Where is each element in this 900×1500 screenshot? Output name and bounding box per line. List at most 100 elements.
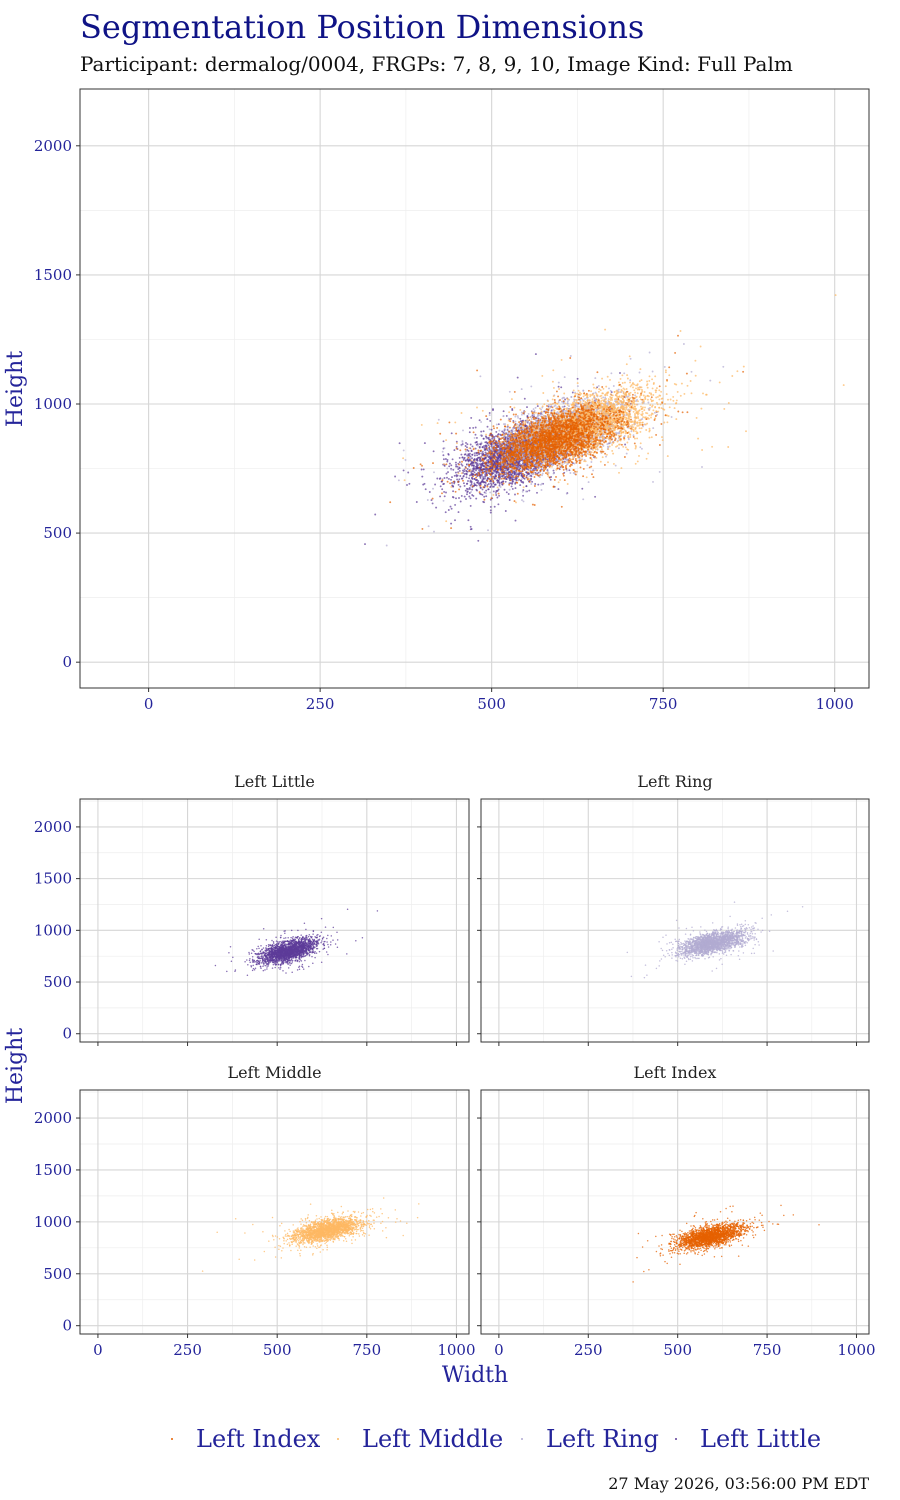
point — [489, 475, 492, 478]
point — [460, 444, 463, 447]
point — [498, 456, 501, 459]
point — [483, 501, 486, 504]
point — [470, 483, 473, 486]
point — [445, 472, 448, 475]
point — [394, 475, 397, 478]
point — [486, 425, 489, 428]
point — [565, 469, 568, 472]
point — [456, 478, 459, 481]
point — [472, 470, 475, 473]
point — [509, 477, 512, 480]
point — [486, 476, 489, 479]
point — [510, 485, 513, 488]
point — [483, 447, 486, 449]
chart-subtitle: Participant: dermalog/0004, FRGPs: 7, 8,… — [80, 52, 793, 76]
point — [489, 505, 492, 508]
point — [576, 377, 579, 380]
point — [523, 397, 526, 400]
point — [517, 467, 520, 470]
point — [470, 528, 473, 530]
point — [506, 437, 509, 440]
point — [480, 465, 483, 468]
point — [442, 499, 445, 502]
point — [541, 413, 544, 416]
point — [488, 463, 490, 466]
point — [473, 477, 476, 480]
point — [474, 447, 477, 450]
point — [619, 403, 622, 406]
point — [449, 505, 452, 508]
point — [560, 386, 563, 389]
point — [478, 492, 481, 495]
point — [447, 509, 450, 511]
point — [461, 456, 464, 459]
point — [534, 464, 537, 467]
point — [447, 477, 450, 480]
point — [484, 448, 487, 451]
point — [564, 458, 567, 461]
point — [502, 431, 505, 434]
point — [469, 497, 472, 500]
point — [475, 488, 478, 491]
point — [479, 469, 482, 472]
point — [461, 440, 464, 442]
point — [522, 489, 525, 492]
point — [494, 475, 497, 478]
point — [402, 469, 405, 472]
point — [525, 474, 528, 477]
point — [474, 461, 477, 464]
point — [468, 495, 471, 498]
point — [549, 406, 552, 409]
point — [581, 487, 584, 490]
point — [520, 478, 523, 481]
point — [476, 481, 478, 484]
point — [538, 476, 541, 479]
point — [475, 465, 478, 468]
point — [532, 467, 535, 470]
point — [479, 477, 482, 479]
point — [486, 464, 489, 467]
point — [485, 437, 488, 440]
point — [476, 459, 479, 462]
point — [516, 415, 519, 418]
point — [432, 450, 435, 453]
point — [473, 482, 476, 485]
point — [431, 502, 434, 505]
point — [527, 412, 530, 415]
point — [537, 483, 540, 486]
point — [505, 478, 508, 481]
point — [701, 466, 703, 468]
point — [619, 372, 621, 374]
point — [519, 479, 522, 482]
point — [455, 465, 458, 468]
point — [582, 498, 585, 501]
point — [670, 416, 673, 418]
point — [493, 471, 496, 474]
point — [638, 371, 641, 374]
point — [481, 446, 484, 448]
point — [502, 410, 505, 413]
point — [563, 396, 566, 399]
point — [471, 445, 474, 448]
point — [385, 544, 388, 547]
point — [498, 429, 501, 432]
point — [445, 491, 447, 494]
point — [536, 491, 538, 494]
point — [448, 462, 451, 465]
point — [492, 409, 494, 412]
point — [482, 437, 485, 440]
point — [472, 467, 475, 470]
point — [415, 501, 418, 503]
point — [451, 481, 453, 484]
point — [459, 500, 462, 503]
point — [522, 481, 525, 484]
point — [508, 499, 511, 501]
point — [530, 483, 533, 485]
point — [614, 464, 617, 467]
point — [465, 498, 467, 500]
point — [484, 481, 487, 484]
point — [497, 503, 500, 506]
point — [421, 475, 424, 478]
point — [480, 430, 483, 433]
point — [448, 465, 451, 468]
